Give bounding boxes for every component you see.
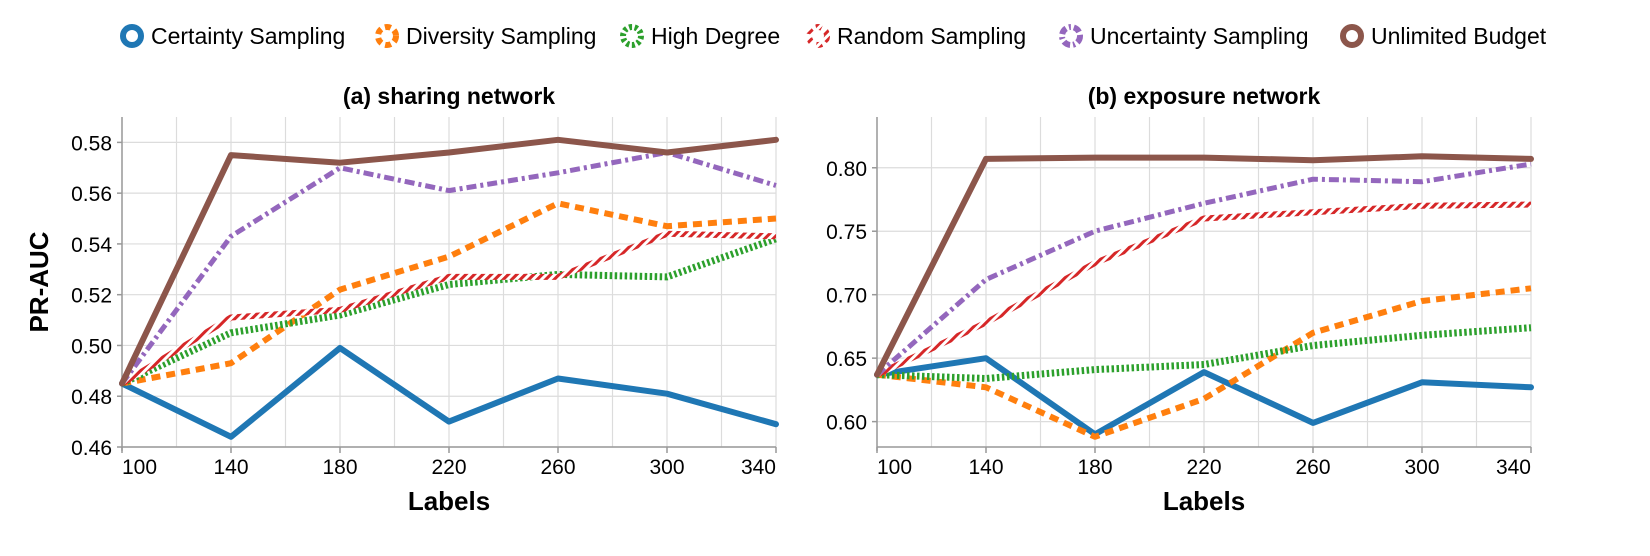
x-tick-label: 100 — [877, 456, 912, 479]
legend-label: Unlimited Budget — [1371, 23, 1547, 49]
y-tick-label: 0.75 — [826, 221, 867, 244]
legend-marker-certainty-sampling — [120, 24, 144, 48]
series-line-diversity-sampling — [876, 285, 1532, 440]
series-line-random-sampling — [875, 201, 1532, 378]
x-tick-label: 260 — [540, 456, 575, 479]
x-axis-title: Labels — [1163, 486, 1245, 516]
panel-title: (a) sharing network — [343, 83, 555, 109]
x-tick-label: 220 — [1186, 456, 1221, 479]
series-line-high-degree — [120, 235, 778, 387]
series-line-certainty-sampling — [119, 345, 779, 440]
x-tick-label: 260 — [1295, 456, 1330, 479]
y-tick-labels: 0.60 0.65 0.70 0.75 0.80 — [826, 158, 877, 435]
legend-label: Random Sampling — [837, 23, 1026, 49]
y-tick-label: 0.60 — [826, 412, 867, 435]
legend-item-unlimited-budget[interactable]: Unlimited Budget — [1340, 23, 1547, 49]
legend-item-diversity-sampling[interactable]: Diversity Sampling — [375, 23, 596, 49]
y-axis-title: PR-AUC — [24, 231, 54, 332]
legend: Certainty Sampling Diversity Sampling High… — [120, 23, 1547, 49]
y-tick-label: 0.48 — [71, 386, 112, 409]
legend-item-certainty-sampling[interactable]: Certainty Sampling — [120, 23, 345, 49]
x-tick-label: 140 — [213, 456, 248, 479]
x-tick-labels: 100 140 180 220 260 300 340 — [876, 447, 1532, 479]
x-tick-label: 100 — [122, 456, 157, 479]
series-lines — [119, 136, 779, 440]
legend-item-high-degree[interactable]: High Degree — [620, 23, 780, 49]
x-axis-title: Labels — [408, 486, 490, 516]
panel-title: (b) exposure network — [1088, 83, 1321, 109]
y-tick-label: 0.52 — [71, 285, 112, 308]
series-line-diversity-sampling — [121, 200, 777, 387]
y-tick-label: 0.50 — [71, 335, 112, 358]
x-tick-label: 180 — [1077, 456, 1112, 479]
legend-label: Certainty Sampling — [151, 23, 345, 49]
panel-sharing-network: (a) sharing network 100 140 180 220 260 300 340… — [24, 83, 779, 516]
x-tick-label: 300 — [649, 456, 684, 479]
y-tick-label: 0.46 — [71, 437, 112, 460]
x-tick-label: 140 — [968, 456, 1003, 479]
y-tick-label: 0.56 — [71, 183, 112, 206]
y-tick-label: 0.54 — [71, 234, 112, 257]
x-tick-label: 340 — [1496, 456, 1531, 479]
legend-marker-random-sampling — [806, 24, 830, 48]
legend-item-uncertainty-sampling[interactable]: Uncertainty Sampling — [1059, 23, 1309, 49]
legend-label: Uncertainty Sampling — [1090, 23, 1309, 49]
series-line-unlimited-budget — [119, 136, 779, 387]
y-tick-label: 0.65 — [826, 348, 867, 371]
panel-exposure-network: (b) exposure network 100 140 180 220 260 300 34… — [826, 83, 1534, 516]
legend-label: Diversity Sampling — [406, 23, 596, 49]
series-line-uncertainty-sampling — [875, 161, 1532, 377]
legend-marker-unlimited-budget — [1340, 24, 1364, 48]
x-tick-label: 340 — [741, 456, 776, 479]
x-tick-label: 300 — [1404, 456, 1439, 479]
series-line-certainty-sampling — [874, 355, 1534, 438]
legend-marker-high-degree — [620, 24, 644, 48]
y-tick-label: 0.80 — [826, 158, 867, 181]
y-tick-label: 0.58 — [71, 132, 112, 155]
legend-marker-diversity-sampling — [375, 24, 399, 48]
legend-item-random-sampling[interactable]: Random Sampling — [806, 23, 1026, 49]
x-tick-labels: 100 140 180 220 260 300 340 — [121, 447, 777, 479]
series-line-random-sampling — [120, 230, 777, 387]
y-tick-label: 0.70 — [826, 285, 867, 308]
y-tick-labels: 0.46 0.48 0.50 0.52 0.54 0.56 0.58 — [71, 132, 122, 460]
x-tick-label: 220 — [431, 456, 466, 479]
series-line-unlimited-budget — [874, 153, 1534, 378]
legend-marker-uncertainty-sampling — [1059, 24, 1083, 48]
x-tick-label: 180 — [322, 456, 357, 479]
legend-label: High Degree — [651, 23, 780, 49]
series-lines — [874, 153, 1534, 440]
